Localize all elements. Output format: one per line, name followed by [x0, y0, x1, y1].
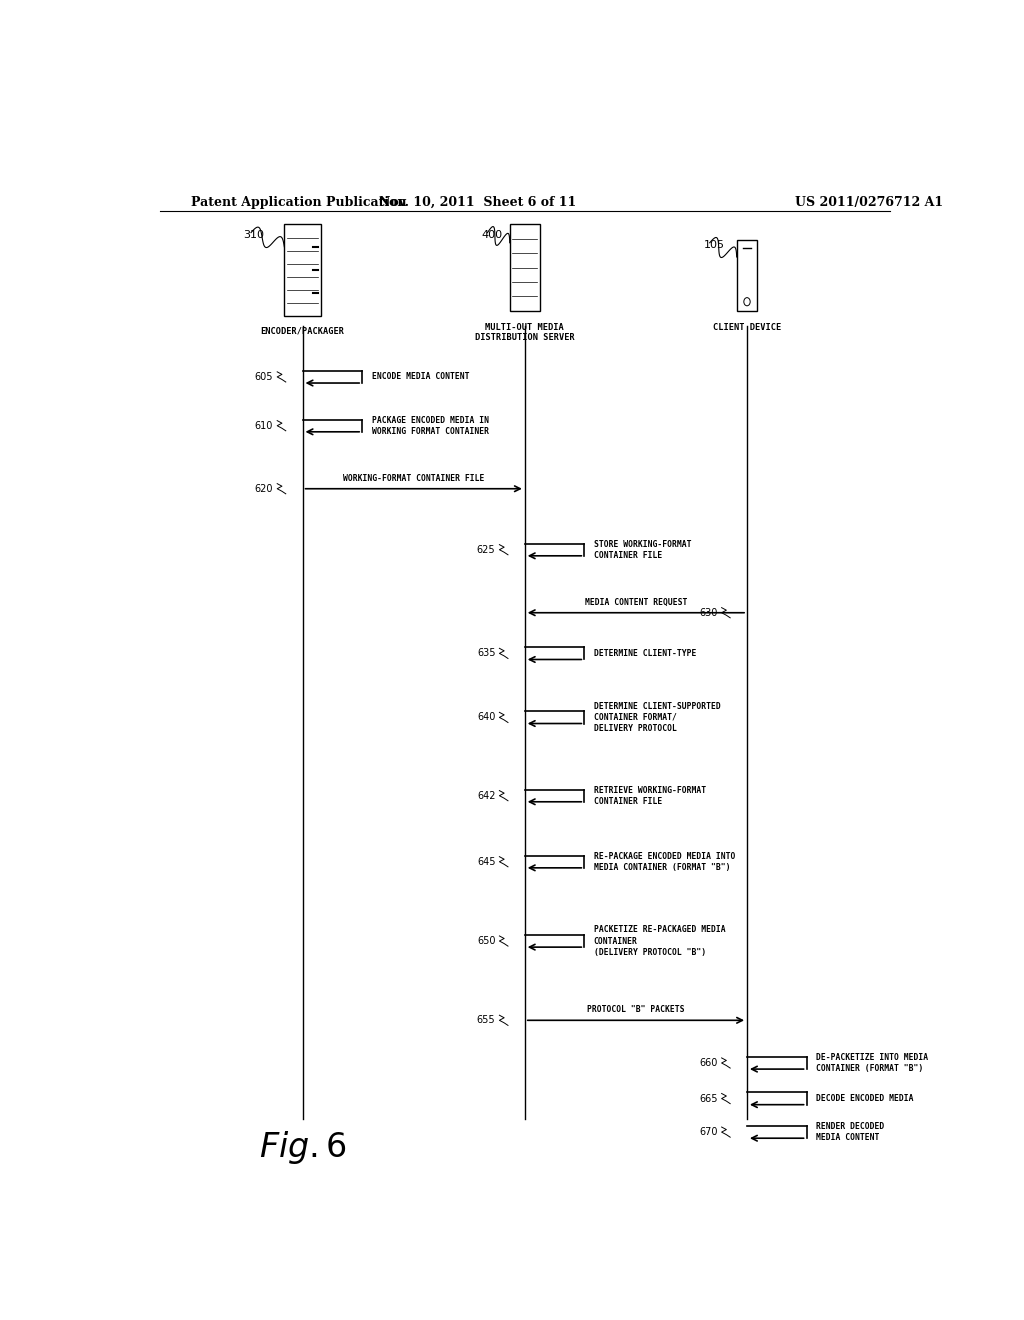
Text: CLIENT DEVICE: CLIENT DEVICE: [713, 323, 781, 333]
Text: 610: 610: [255, 421, 273, 430]
Text: DECODE ENCODED MEDIA: DECODE ENCODED MEDIA: [816, 1094, 913, 1104]
Bar: [285, 224, 321, 315]
Text: PACKAGE ENCODED MEDIA IN
WORKING FORMAT CONTAINER: PACKAGE ENCODED MEDIA IN WORKING FORMAT …: [372, 416, 488, 436]
Text: 635: 635: [477, 648, 496, 659]
Text: STORE WORKING-FORMAT
CONTAINER FILE: STORE WORKING-FORMAT CONTAINER FILE: [594, 540, 691, 560]
Text: PACKETIZE RE-PACKAGED MEDIA
CONTAINER
(DELIVERY PROTOCOL "B"): PACKETIZE RE-PACKAGED MEDIA CONTAINER (D…: [594, 925, 725, 957]
Text: 640: 640: [477, 713, 496, 722]
Text: 650: 650: [477, 936, 496, 946]
Text: DETERMINE CLIENT-SUPPORTED
CONTAINER FORMAT/
DELIVERY PROTOCOL: DETERMINE CLIENT-SUPPORTED CONTAINER FOR…: [594, 702, 721, 733]
Text: PROTOCOL "B" PACKETS: PROTOCOL "B" PACKETS: [587, 1006, 685, 1014]
Text: RE-PACKAGE ENCODED MEDIA INTO
MEDIA CONTAINER (FORMAT "B"): RE-PACKAGE ENCODED MEDIA INTO MEDIA CONT…: [594, 851, 735, 871]
Text: Nov. 10, 2011  Sheet 6 of 11: Nov. 10, 2011 Sheet 6 of 11: [379, 195, 575, 209]
Bar: [737, 240, 757, 312]
Text: Patent Application Publication: Patent Application Publication: [191, 195, 407, 209]
Text: MEDIA CONTENT REQUEST: MEDIA CONTENT REQUEST: [585, 598, 687, 607]
Text: $\mathit{Fig.6}$: $\mathit{Fig.6}$: [259, 1129, 346, 1166]
Text: 660: 660: [699, 1059, 718, 1068]
Text: ENCODER/PACKAGER: ENCODER/PACKAGER: [260, 326, 345, 335]
Text: 642: 642: [477, 791, 496, 801]
Text: US 2011/0276712 A1: US 2011/0276712 A1: [795, 195, 943, 209]
Text: 605: 605: [255, 372, 273, 381]
Text: 620: 620: [255, 483, 273, 494]
Text: 670: 670: [699, 1127, 718, 1137]
Text: 105: 105: [703, 240, 724, 249]
Text: ENCODE MEDIA CONTENT: ENCODE MEDIA CONTENT: [372, 372, 469, 381]
Text: 400: 400: [481, 230, 503, 239]
Text: 655: 655: [477, 1015, 496, 1026]
Text: 645: 645: [477, 857, 496, 867]
Text: RENDER DECODED
MEDIA CONTENT: RENDER DECODED MEDIA CONTENT: [816, 1122, 885, 1142]
Text: 310: 310: [243, 230, 264, 239]
Text: 625: 625: [477, 545, 496, 554]
Text: RETRIEVE WORKING-FORMAT
CONTAINER FILE: RETRIEVE WORKING-FORMAT CONTAINER FILE: [594, 785, 706, 805]
Text: DE-PACKETIZE INTO MEDIA
CONTAINER (FORMAT "B"): DE-PACKETIZE INTO MEDIA CONTAINER (FORMA…: [816, 1053, 928, 1073]
Text: MULTI-OUT MEDIA
DISTRIBUTION SERVER: MULTI-OUT MEDIA DISTRIBUTION SERVER: [475, 323, 574, 342]
Text: 665: 665: [699, 1093, 718, 1104]
Text: DETERMINE CLIENT-TYPE: DETERMINE CLIENT-TYPE: [594, 649, 696, 657]
Bar: [510, 224, 540, 312]
Text: WORKING-FORMAT CONTAINER FILE: WORKING-FORMAT CONTAINER FILE: [343, 474, 484, 483]
Text: 630: 630: [699, 607, 718, 618]
